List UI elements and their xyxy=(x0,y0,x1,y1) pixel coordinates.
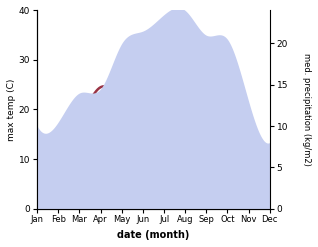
Y-axis label: med. precipitation (kg/m2): med. precipitation (kg/m2) xyxy=(302,53,311,166)
X-axis label: date (month): date (month) xyxy=(117,230,190,240)
Y-axis label: max temp (C): max temp (C) xyxy=(7,78,16,141)
